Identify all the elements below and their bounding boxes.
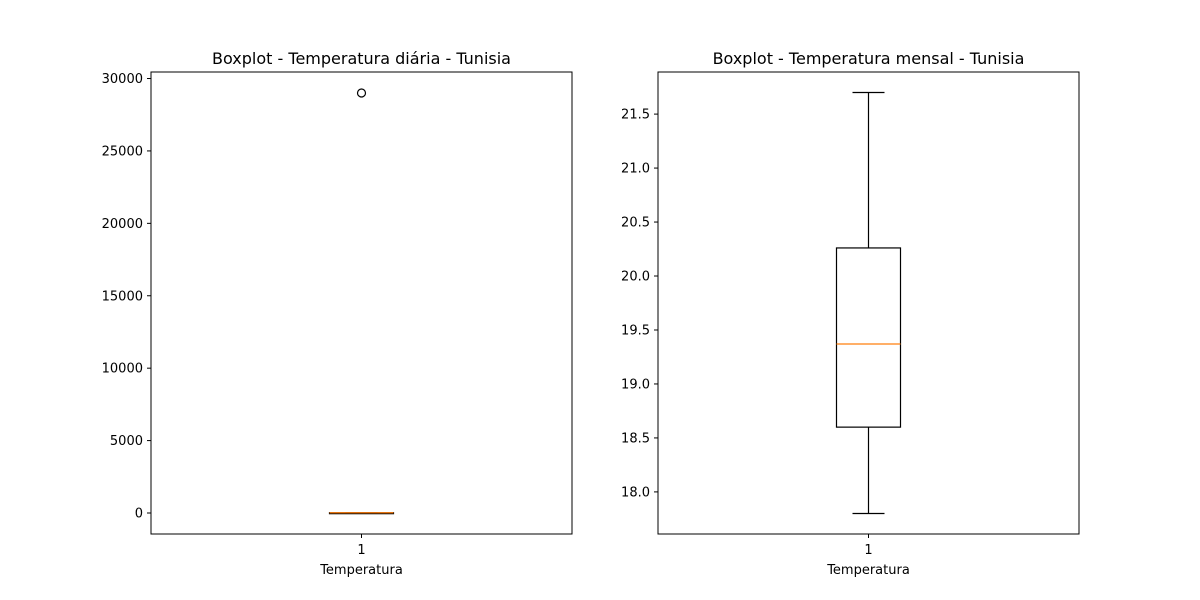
y-tick-label: 19.5 — [621, 323, 650, 338]
y-tick-label: 20.0 — [621, 270, 650, 285]
y-tick-label: 20.5 — [621, 216, 650, 231]
y-tick-label: 18.0 — [621, 485, 650, 500]
y-tick-label: 5000 — [110, 434, 143, 449]
iqr-box — [835, 247, 902, 428]
y-tick-label: 21.0 — [621, 162, 650, 177]
boxplot-panel-monthly: Boxplot - Temperatura mensal - Tunisia T… — [621, 49, 1080, 578]
chart-title: Boxplot - Temperatura mensal - Tunisia — [713, 49, 1025, 68]
chart-title: Boxplot - Temperatura diária - Tunisia — [212, 49, 511, 68]
x-axis-label: Temperatura — [826, 563, 910, 578]
y-tick-label: 10000 — [102, 362, 143, 377]
boxplot-panel-daily: Boxplot - Temperatura diária - Tunisia T… — [102, 49, 573, 578]
box-element — [835, 91, 902, 515]
y-tick-label: 15000 — [102, 289, 143, 304]
y-tick-label: 0 — [135, 507, 143, 522]
x-axis-label: Temperatura — [319, 563, 403, 578]
y-tick-label: 25000 — [102, 144, 143, 159]
y-tick-label: 21.5 — [621, 108, 650, 123]
y-tick-label: 18.5 — [621, 431, 650, 446]
axes-frame — [150, 71, 573, 535]
y-tick-label: 19.0 — [621, 377, 650, 392]
axes-frame — [657, 71, 1080, 535]
outlier-point — [356, 88, 367, 98]
box-element — [328, 88, 395, 515]
x-tick-label: 1 — [357, 543, 365, 558]
y-tick-label: 30000 — [102, 72, 143, 87]
x-tick-label: 1 — [864, 543, 872, 558]
y-tick-label: 20000 — [102, 217, 143, 232]
